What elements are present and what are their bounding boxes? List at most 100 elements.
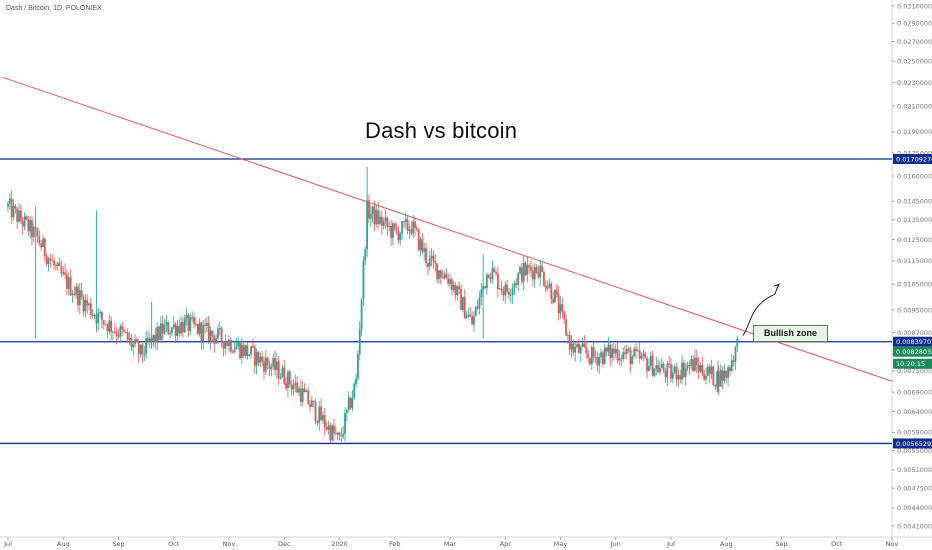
- candle-body: [209, 330, 212, 342]
- candle: [84, 293, 87, 318]
- candle: [660, 357, 663, 369]
- candle: [189, 313, 192, 336]
- candle-body: [473, 315, 475, 325]
- x-tick-label: Jul: [3, 540, 12, 548]
- candle-body: [23, 216, 26, 227]
- candle-body: [211, 330, 214, 336]
- candle: [309, 400, 311, 413]
- candle-body: [112, 331, 114, 333]
- candle-body: [143, 354, 146, 356]
- x-tick-label: Oct: [831, 540, 843, 548]
- candle: [14, 204, 17, 214]
- candle-body: [590, 347, 593, 364]
- candle-body: [631, 356, 634, 365]
- candle: [633, 345, 636, 357]
- candle-body: [285, 383, 287, 389]
- candle-body: [392, 223, 394, 238]
- candle: [130, 333, 133, 351]
- candle-body: [635, 348, 637, 352]
- candle: [596, 351, 599, 372]
- candle: [436, 263, 439, 284]
- candle-body: [318, 406, 321, 423]
- candle: [513, 280, 516, 296]
- candle: [600, 348, 602, 364]
- candle-body: [25, 216, 28, 220]
- candle-body: [338, 432, 341, 436]
- candle: [533, 263, 536, 288]
- candle: [684, 362, 687, 386]
- candle: [136, 336, 138, 343]
- candle-body: [474, 306, 477, 316]
- candle: [675, 362, 678, 387]
- candle-body: [314, 402, 317, 422]
- candle: [156, 322, 159, 351]
- candle: [176, 320, 179, 342]
- candle: [535, 264, 538, 275]
- candle-body: [730, 360, 733, 372]
- candle: [730, 354, 733, 373]
- candle: [217, 324, 219, 345]
- candle: [200, 321, 203, 350]
- candle-body: [176, 325, 179, 336]
- candle: [638, 342, 641, 364]
- candle: [382, 218, 385, 230]
- candle: [80, 282, 83, 300]
- candle-body: [649, 355, 652, 366]
- candle: [342, 426, 345, 439]
- candle: [12, 199, 15, 221]
- candle: [655, 356, 658, 376]
- candle-body: [191, 317, 194, 319]
- candle: [397, 226, 400, 245]
- candle-body: [108, 320, 111, 332]
- candle: [406, 216, 409, 235]
- candle-body: [403, 221, 405, 223]
- candle-body: [543, 271, 545, 286]
- candle: [233, 341, 236, 354]
- candle-body: [128, 337, 131, 340]
- candle: [31, 216, 33, 246]
- candle: [522, 256, 525, 291]
- candle-body: [520, 267, 523, 282]
- candle-body: [671, 372, 674, 379]
- candle: [631, 354, 634, 365]
- candle: [325, 421, 328, 432]
- candle-body: [727, 367, 729, 378]
- candle-body: [414, 221, 416, 228]
- candle-body: [305, 390, 308, 393]
- candle: [697, 356, 700, 380]
- candle-body: [476, 306, 479, 309]
- candle-body: [279, 376, 282, 379]
- candle-body: [690, 358, 693, 367]
- candle-body: [115, 331, 118, 336]
- candle-body: [242, 344, 245, 356]
- candle-body: [517, 273, 520, 285]
- candle-body: [460, 289, 462, 310]
- candle-body: [430, 255, 433, 259]
- candle-body: [29, 220, 31, 232]
- candle: [640, 352, 643, 361]
- candle: [231, 349, 234, 354]
- candle: [126, 328, 129, 344]
- candle-body: [368, 200, 370, 219]
- candle: [598, 353, 601, 374]
- candle-body: [373, 206, 376, 225]
- candle-body: [69, 277, 72, 296]
- bullish-zone-label[interactable]: Bullish zone: [753, 325, 828, 342]
- candle: [454, 282, 457, 301]
- candle-body: [382, 221, 385, 226]
- candle-body: [218, 328, 221, 330]
- candle: [498, 287, 501, 290]
- candle-body: [388, 225, 391, 227]
- candle: [379, 210, 381, 226]
- candle: [45, 253, 48, 267]
- candle: [54, 262, 57, 271]
- candle: [624, 345, 626, 360]
- candle: [480, 282, 483, 306]
- price-tag-label: 0.00839707: [896, 338, 932, 346]
- candle-body: [66, 274, 68, 289]
- candle: [408, 225, 411, 239]
- candle: [548, 278, 551, 289]
